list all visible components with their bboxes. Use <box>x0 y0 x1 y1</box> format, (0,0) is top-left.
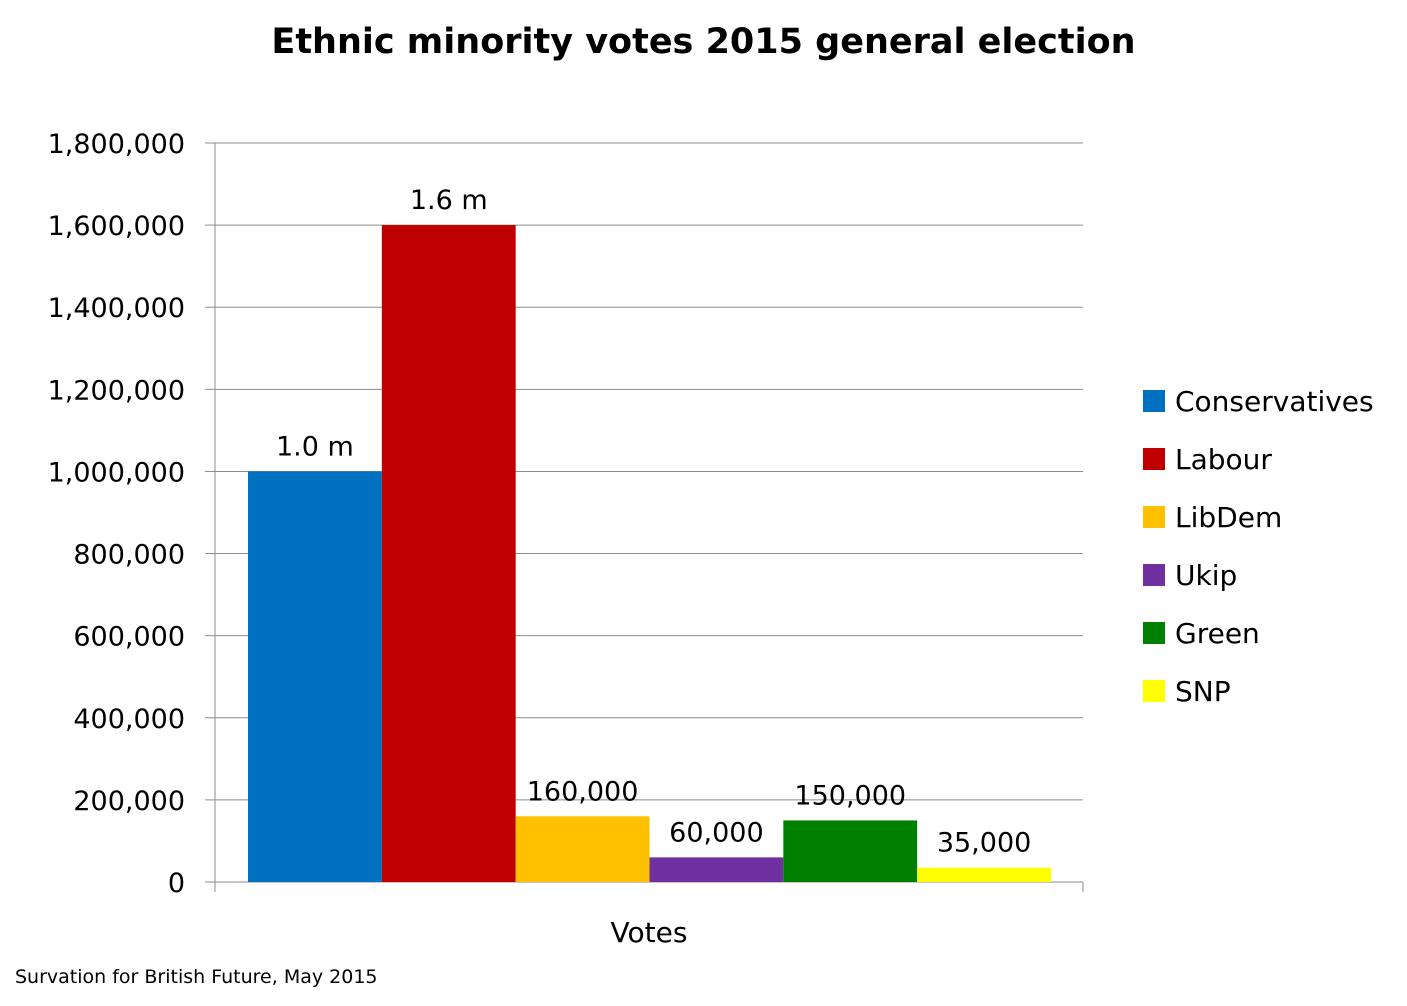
data-label-snp: 35,000 <box>937 828 1031 859</box>
y-tick-label: 1,000,000 <box>48 457 185 488</box>
legend-swatch <box>1143 564 1165 586</box>
legend-swatch <box>1143 622 1165 644</box>
x-axis-label: Votes <box>611 916 688 949</box>
y-tick-label: 400,000 <box>73 704 185 735</box>
bar-labour <box>381 225 516 883</box>
legend-swatch <box>1143 680 1165 702</box>
legend-label: Green <box>1175 616 1260 650</box>
bar-ukip <box>649 857 784 882</box>
legend-item-snp: SNP <box>1143 662 1374 720</box>
legend-item-green: Green <box>1143 604 1374 662</box>
legend-swatch <box>1143 390 1165 412</box>
legend-label: Conservatives <box>1175 384 1374 418</box>
data-label-ukip: 60,000 <box>669 817 763 848</box>
y-tick-label: 0 <box>168 868 185 899</box>
y-tick-label: 1,400,000 <box>48 293 185 324</box>
source-note: Survation for British Future, May 2015 <box>15 966 378 988</box>
bar-conservatives <box>248 471 382 882</box>
y-tick-label: 600,000 <box>73 622 185 653</box>
y-tick-label: 1,600,000 <box>48 211 185 242</box>
data-label-green: 150,000 <box>794 780 906 811</box>
legend-label: SNP <box>1175 674 1231 708</box>
legend-label: Labour <box>1175 442 1272 476</box>
y-tick-label: 1,200,000 <box>48 375 185 406</box>
legend-item-conservatives: Conservatives <box>1143 372 1374 430</box>
legend-swatch <box>1143 448 1165 470</box>
legend-label: Ukip <box>1175 558 1238 592</box>
y-tick-label: 800,000 <box>73 540 185 571</box>
legend: Conservatives Labour LibDem Ukip Green SNP <box>1143 372 1374 720</box>
legend-item-labour: Labour <box>1143 430 1374 488</box>
legend-swatch <box>1143 506 1165 528</box>
legend-item-libdem: LibDem <box>1143 488 1374 546</box>
bar-libdem <box>515 816 650 882</box>
bar-snp <box>917 867 1051 882</box>
chart-title: Ethnic minority votes 2015 general elect… <box>271 22 1136 62</box>
data-label-libdem: 160,000 <box>527 776 639 807</box>
legend-label: LibDem <box>1175 500 1283 534</box>
bar-green <box>783 820 918 882</box>
y-tick-label: 200,000 <box>73 786 185 817</box>
data-label-labour: 1.6 m <box>410 185 488 216</box>
y-tick-label: 1,800,000 <box>48 129 185 160</box>
data-label-conservatives: 1.0 m <box>276 431 354 462</box>
legend-item-ukip: Ukip <box>1143 546 1374 604</box>
